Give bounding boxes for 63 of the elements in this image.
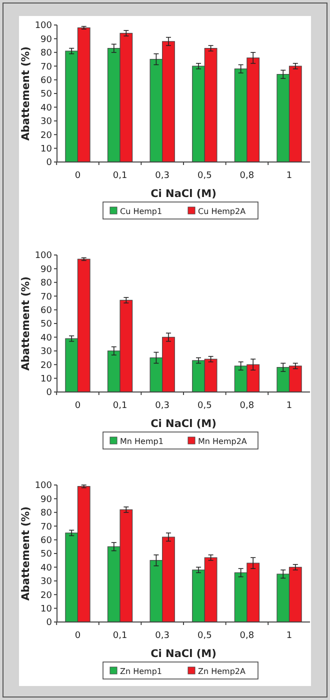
y-tick-label: 70 [40, 292, 52, 302]
y-tick-label: 80 [40, 508, 52, 519]
y-tick-label: 20 [40, 590, 52, 601]
x-tick-label: 0,1 [112, 631, 128, 641]
x-tick-label: 0,8 [240, 171, 254, 181]
legend-label: Mn Hemp1 [120, 437, 164, 446]
y-tick-label: 70 [40, 522, 52, 532]
y-tick-label: 90 [40, 494, 52, 505]
x-tick-label: 1 [286, 631, 292, 641]
legend-label: Cu Hemp2A [198, 207, 246, 216]
x-tick-label: 0,3 [155, 171, 170, 181]
y-tick-label: 100 [34, 21, 52, 32]
y-tick-label: 90 [40, 264, 52, 275]
x-tick-label: 0 [74, 401, 81, 411]
y-tick-label: 40 [40, 103, 52, 114]
x-tick-label: 0,5 [197, 171, 212, 181]
x-axis-title: Ci NaCl (M) [150, 648, 216, 660]
y-tick-label: 50 [40, 320, 52, 330]
y-tick-label: 70 [40, 62, 52, 72]
y-tick-label: 20 [40, 130, 52, 141]
x-tick-label: 0,8 [240, 631, 254, 641]
y-tick-label: 90 [40, 34, 52, 45]
y-axis-title: Abattement (%) [20, 276, 32, 371]
x-tick-label: 0,3 [155, 401, 170, 411]
x-tick-label: 0,1 [112, 401, 128, 411]
x-tick-label: 1 [286, 171, 292, 181]
y-tick-label: 10 [40, 144, 52, 154]
y-tick-label: 10 [40, 604, 52, 614]
y-tick-label: 40 [40, 333, 52, 344]
y-tick-label: 80 [40, 278, 52, 289]
y-tick-label: 50 [40, 90, 52, 100]
legend-label: Cu Hemp1 [120, 207, 162, 216]
y-tick-label: 30 [40, 347, 52, 358]
y-tick-label: 60 [40, 536, 52, 546]
x-tick-label: 0,5 [197, 401, 212, 411]
x-tick-label: 0,8 [240, 401, 254, 411]
legend-label: Zn Hemp2A [198, 667, 246, 676]
y-axis-title: Abattement (%) [20, 46, 32, 141]
x-axis-title: Ci NaCl (M) [150, 188, 216, 200]
y-tick-label: 60 [40, 76, 52, 86]
y-tick-label: 20 [40, 360, 52, 371]
y-tick-label: 0 [46, 388, 52, 398]
x-tick-label: 0,1 [112, 171, 128, 181]
x-tick-label: 0,5 [197, 631, 212, 641]
x-axis-title: Ci NaCl (M) [150, 418, 216, 430]
legend-label: Mn Hemp2A [198, 437, 248, 446]
y-tick-label: 0 [46, 158, 52, 168]
y-tick-label: 50 [40, 550, 52, 560]
y-tick-label: 30 [40, 577, 52, 588]
y-tick-label: 100 [34, 481, 52, 492]
y-tick-label: 0 [46, 618, 52, 628]
y-tick-label: 40 [40, 563, 52, 574]
y-tick-label: 60 [40, 306, 52, 316]
x-tick-label: 1 [286, 401, 292, 411]
x-tick-label: 0 [74, 631, 81, 641]
x-tick-label: 0 [74, 171, 81, 181]
legend-label: Zn Hemp1 [120, 667, 162, 676]
y-tick-label: 30 [40, 117, 52, 128]
y-tick-label: 100 [34, 251, 52, 262]
y-axis-title: Abattement (%) [20, 506, 32, 601]
x-tick-label: 0,3 [155, 631, 170, 641]
y-tick-label: 10 [40, 374, 52, 384]
y-tick-label: 80 [40, 48, 52, 59]
